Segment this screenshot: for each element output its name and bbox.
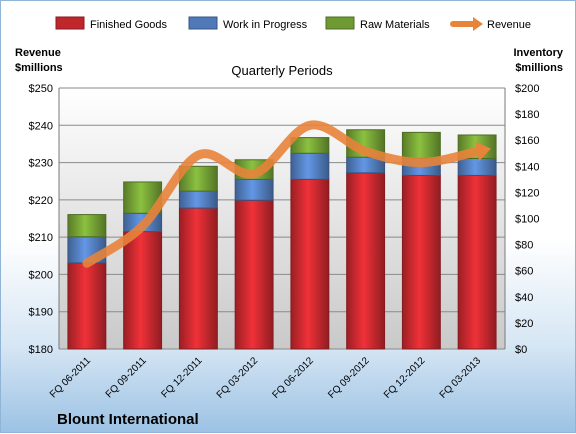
bar-work-in-progress xyxy=(458,158,496,175)
legend-label-raw-materials: Raw Materials xyxy=(360,19,430,31)
x-tick-label: FQ 03-2013 xyxy=(438,355,484,401)
bar-finished-goods xyxy=(347,173,385,349)
right-tick-label: $140 xyxy=(515,161,539,173)
x-tick-label: FQ 12-2011 xyxy=(160,355,205,400)
x-tick-label: FQ 09-2011 xyxy=(104,355,149,400)
legend-label-revenue: Revenue xyxy=(487,19,531,31)
right-tick-label: $80 xyxy=(515,240,533,252)
left-axis-title-1: Revenue xyxy=(15,47,61,59)
left-tick-label: $240 xyxy=(29,120,53,132)
right-axis: $0 $20 $40 $60 $80 $100 $120 $140 $160 $180 $200 xyxy=(515,83,539,356)
x-tick-label: FQ 12-2012 xyxy=(382,355,428,401)
left-tick-label: $190 xyxy=(29,307,53,319)
bar-raw-materials xyxy=(402,132,440,158)
bar-raw-materials xyxy=(291,138,329,154)
company-name: Blount International xyxy=(57,411,199,428)
x-tick-label: FQ 09-2012 xyxy=(326,355,372,401)
bar-work-in-progress xyxy=(235,179,273,200)
x-tick-label: FQ 03-2012 xyxy=(215,355,261,401)
right-tick-label: $60 xyxy=(515,266,533,278)
chart-title: Quarterly Periods xyxy=(231,63,333,78)
right-tick-label: $120 xyxy=(515,187,539,199)
left-axis-title-2: $millions xyxy=(15,62,63,74)
right-axis-title-2: $millions xyxy=(515,62,563,74)
bar-finished-goods xyxy=(124,232,162,349)
legend-label-work-in-progress: Work in Progress xyxy=(223,19,308,31)
bar-finished-goods xyxy=(291,179,329,349)
right-tick-label: $100 xyxy=(515,214,539,226)
left-tick-label: $200 xyxy=(29,269,53,281)
legend-swatch-work-in-progress xyxy=(189,17,217,29)
right-tick-label: $20 xyxy=(515,318,533,330)
right-axis-title-1: Inventory xyxy=(513,47,563,59)
bar-finished-goods xyxy=(235,200,273,349)
right-tick-label: $200 xyxy=(515,83,539,95)
left-tick-label: $220 xyxy=(29,195,53,207)
legend-label-finished-goods: Finished Goods xyxy=(90,19,168,31)
left-tick-label: $230 xyxy=(29,158,53,170)
right-tick-label: $160 xyxy=(515,135,539,147)
right-tick-label: $180 xyxy=(515,109,539,121)
x-tick-label: FQ 06-2011 xyxy=(48,355,93,400)
right-tick-label: $0 xyxy=(515,344,527,356)
bar-finished-goods xyxy=(458,175,496,349)
legend-swatch-raw-materials xyxy=(326,17,354,29)
left-tick-label: $210 xyxy=(29,232,53,244)
bar-finished-goods xyxy=(402,175,440,349)
bar-raw-materials xyxy=(68,215,106,237)
bar-finished-goods xyxy=(68,263,106,349)
x-tick-label: FQ 06-2012 xyxy=(270,355,316,401)
left-tick-label: $180 xyxy=(29,344,53,356)
bar-finished-goods xyxy=(179,208,217,349)
right-tick-label: $40 xyxy=(515,292,533,304)
legend: Finished Goods Work in Progress Raw Materi… xyxy=(56,17,531,31)
legend-swatch-finished-goods xyxy=(56,17,84,29)
bar-work-in-progress xyxy=(179,191,217,208)
legend-arrow-revenue xyxy=(473,17,483,31)
left-tick-label: $250 xyxy=(29,83,53,95)
left-axis: $180 $190 $200 $210 $220 $230 $240 $250 xyxy=(29,83,53,356)
bar-work-in-progress xyxy=(291,153,329,179)
